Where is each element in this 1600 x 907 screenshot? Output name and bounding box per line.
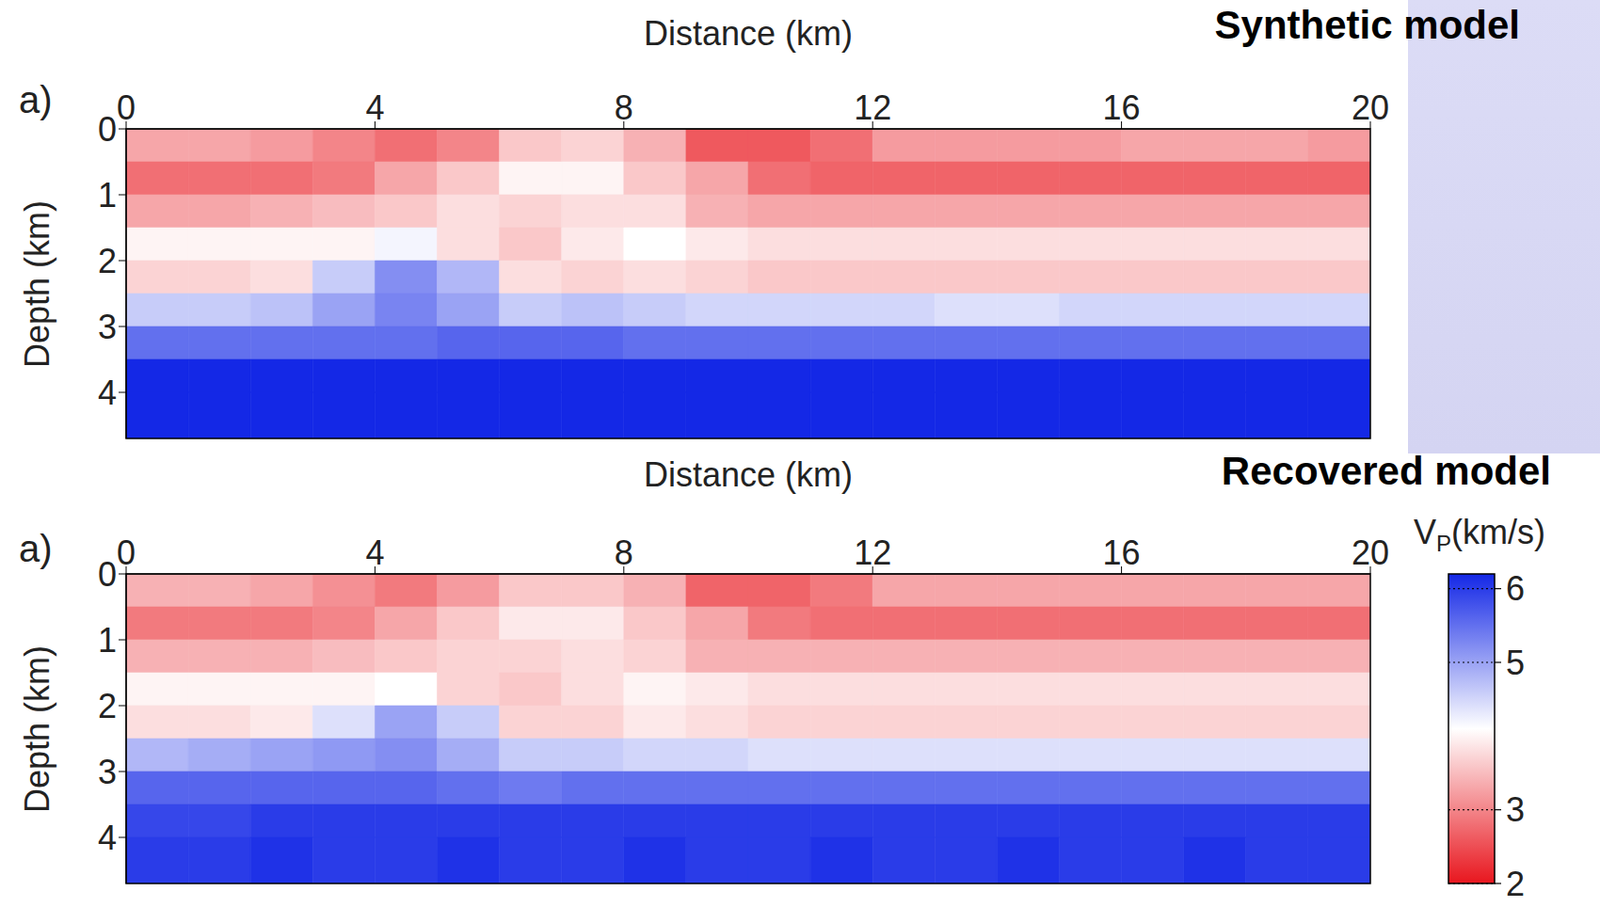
svg-text:12: 12	[853, 533, 892, 573]
svg-text:3: 3	[97, 307, 117, 347]
html-text:a): a)	[18, 79, 53, 121]
svg-text:5: 5	[1505, 643, 1525, 683]
svg-text:2: 2	[1505, 864, 1525, 904]
svg-text:0: 0	[97, 555, 117, 594]
html-text:Depth (km): Depth (km)	[17, 200, 57, 368]
html-text:Distance (km): Distance (km)	[643, 455, 853, 495]
svg-text:12: 12	[853, 88, 892, 128]
svg-text:20: 20	[1351, 88, 1390, 128]
svg-text:4: 4	[365, 88, 384, 128]
svg-text:0: 0	[116, 533, 136, 573]
html-text:Distance (km): Distance (km)	[643, 14, 853, 53]
svg-text:3: 3	[97, 752, 117, 792]
svg-text:1: 1	[97, 621, 117, 660]
svg-text:20: 20	[1351, 533, 1390, 573]
svg-text:3: 3	[1505, 790, 1525, 830]
svg-text:4: 4	[365, 533, 384, 573]
svg-text:1: 1	[97, 176, 117, 215]
svg-text:6: 6	[1505, 569, 1525, 608]
svg-text:16: 16	[1103, 533, 1141, 573]
svg-text:4: 4	[97, 373, 117, 413]
svg-text:8: 8	[614, 533, 634, 573]
svg-text:0: 0	[97, 110, 117, 149]
html-text:a): a)	[18, 528, 53, 570]
svg-text:0: 0	[116, 88, 136, 128]
html-text:Recovered model: Recovered model	[1221, 448, 1552, 494]
html-text:Depth (km): Depth (km)	[17, 645, 57, 813]
html-text:Synthetic model: Synthetic model	[1214, 2, 1520, 48]
html-text:VP(km/s): VP(km/s)	[1413, 512, 1546, 557]
svg-text:16: 16	[1103, 88, 1141, 128]
svg-text:8: 8	[614, 88, 634, 128]
svg-text:2: 2	[97, 241, 117, 281]
svg-text:4: 4	[97, 818, 117, 858]
svg-text:2: 2	[97, 687, 117, 726]
